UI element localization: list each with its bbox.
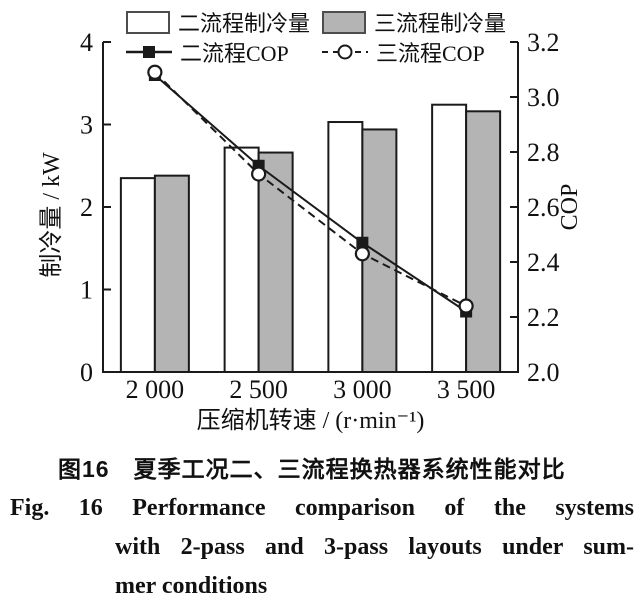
legend-item-3pass-capacity: 三流程制冷量 [322,6,518,38]
svg-text:1: 1 [80,276,93,305]
svg-text:3: 3 [80,111,93,140]
caption-english-line1: Fig. 16 Performance comparison of the sy… [10,495,634,521]
svg-text:2.6: 2.6 [527,193,560,222]
legend-item-2pass-capacity: 二流程制冷量 [126,6,322,38]
legend-label-3pass-capacity: 三流程制冷量 [374,11,507,36]
caption-english: Fig. 16 Performance comparison of the sy… [10,489,634,606]
svg-text:COP: COP [557,184,583,231]
legend-label-2pass-capacity: 二流程制冷量 [178,11,311,36]
svg-text:2.4: 2.4 [527,248,560,277]
caption-english-line2: with 2-pass and 3-pass layouts under sum… [115,534,634,560]
legend-swatch-2pass-bar-icon [126,10,170,34]
svg-text:0: 0 [80,358,93,387]
svg-text:3 500: 3 500 [437,375,496,404]
svg-text:2 000: 2 000 [126,375,185,404]
svg-text:3 000: 3 000 [333,375,392,404]
dashed-line-circle-marker-icon [322,44,368,60]
svg-text:2: 2 [80,193,93,222]
svg-text:2 500: 2 500 [229,375,288,404]
legend-label-2pass-cop: 二流程COP [180,41,289,66]
svg-text:3.0: 3.0 [527,83,560,112]
svg-text:3.2: 3.2 [527,28,560,57]
caption-english-line3: mer conditions [115,573,268,599]
svg-text:2.2: 2.2 [527,303,560,332]
svg-text:压缩机转速 / (r·min⁻¹): 压缩机转速 / (r·min⁻¹) [197,407,425,434]
solid-line-square-marker-icon [126,46,172,58]
legend-row-lines: 二流程COP 三流程COP [126,38,546,66]
legend-label-3pass-cop: 三流程COP [376,41,485,66]
legend-item-2pass-cop: 二流程COP [126,36,322,68]
svg-text:4: 4 [80,28,93,57]
legend-item-3pass-cop: 三流程COP [322,36,518,68]
svg-text:2.0: 2.0 [527,358,560,387]
legend-swatch-3pass-bar-icon [322,10,366,34]
legend-row-bars: 二流程制冷量 三流程制冷量 [126,8,546,36]
chart-legend: 二流程制冷量 三流程制冷量 二流程COP 三流程COP [126,8,546,68]
svg-text:2.8: 2.8 [527,138,560,167]
caption-chinese: 图16 夏季工况二、三流程换热器系统性能对比 [58,456,566,482]
svg-text:制冷量 / kW: 制冷量 / kW [38,152,65,278]
performance-chart: 0 1 2 3 4 2.0 2.2 2.4 2.6 2.8 3.0 3.2 2 000 2 500 3 00… [38,28,583,434]
